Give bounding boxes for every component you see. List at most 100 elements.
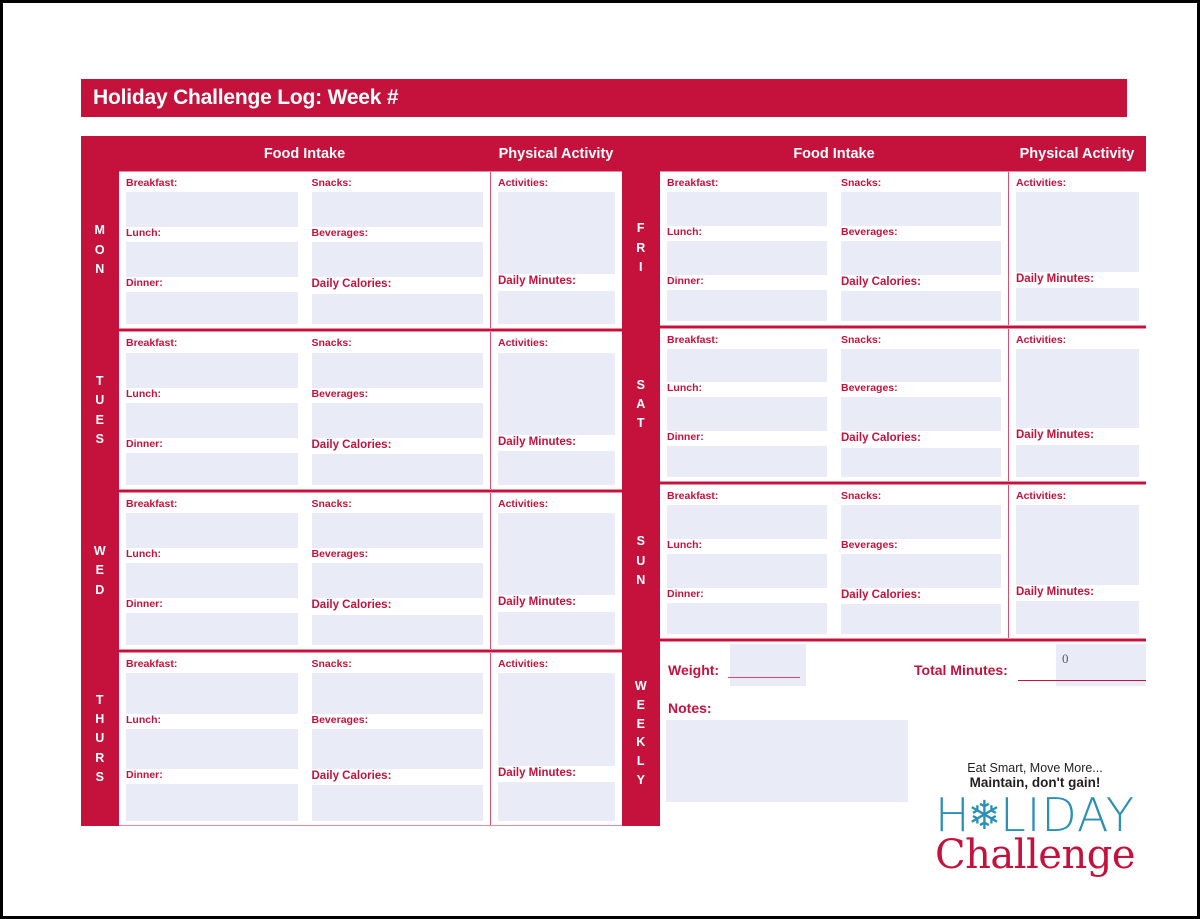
activities-input-sat[interactable] (1016, 348, 1139, 429)
daily-minutes-label: Daily Minutes: (1016, 429, 1094, 442)
breakfast-input-sat[interactable] (667, 348, 827, 383)
dinner-input-fri[interactable] (667, 289, 827, 321)
daily-calories-input-fri[interactable] (841, 290, 1001, 321)
snacks-input-mon[interactable] (311, 192, 483, 228)
breakfast-input-thurs[interactable] (126, 673, 298, 714)
lunch-input-fri[interactable] (667, 240, 827, 275)
beverages-input-wed[interactable] (311, 563, 483, 599)
activities-input-sun[interactable] (1016, 505, 1139, 585)
total-minutes-label: Total Minutes: (914, 661, 1008, 678)
beverages-input-sat[interactable] (841, 397, 1001, 432)
snacks-group-sat: Snacks: (841, 334, 1001, 383)
dinner-group-fri: Dinner: (667, 275, 827, 321)
day-letter: E (636, 716, 646, 731)
beverages-input-sun[interactable] (841, 553, 1001, 588)
daily-calories-input-sat[interactable] (841, 447, 1001, 478)
snacks-group-sun: Snacks: (841, 490, 1001, 539)
beverages-input-fri[interactable] (841, 240, 1001, 275)
daily-minutes-label: Daily Minutes: (1016, 585, 1094, 598)
daily-minutes-input-fri[interactable] (1016, 288, 1139, 321)
dinner-input-sun[interactable] (667, 602, 827, 634)
daily-calories-input-thurs[interactable] (311, 785, 483, 821)
daily-minutes-input-sat[interactable] (1016, 444, 1139, 478)
dinner-input-thurs[interactable] (126, 784, 298, 821)
daily-calories-input-mon[interactable] (311, 293, 483, 325)
lunch-input-mon[interactable] (126, 242, 298, 278)
breakfast-input-sun[interactable] (667, 505, 827, 539)
physical-activity-cell-wed: Activities: Daily Minutes: (490, 492, 622, 650)
beverages-group-fri: Beverages: (841, 226, 1001, 275)
lunch-label: Lunch: (126, 227, 161, 240)
daily-minutes-input-wed[interactable] (498, 611, 615, 646)
notes-input[interactable] (666, 719, 908, 802)
day-label-sun: S U N (622, 484, 660, 639)
day-label-thurs: T H U R S (81, 652, 119, 826)
activities-group-sun: Activities: (1016, 490, 1139, 585)
meals-subcolumn-fri: Breakfast: Lunch: Dinner: (660, 172, 834, 325)
activities-label: Activities: (1016, 333, 1067, 346)
beverages-input-tues[interactable] (311, 402, 483, 438)
daily-calories-label: Daily Calories: (311, 769, 392, 782)
day-letter: K (636, 735, 646, 750)
lunch-input-sun[interactable] (667, 553, 827, 588)
daily-minutes-input-mon[interactable] (498, 290, 615, 325)
weight-input[interactable] (730, 643, 806, 686)
daily-minutes-input-thurs[interactable] (498, 782, 615, 822)
snacks-input-wed[interactable] (311, 513, 483, 548)
day-row-tues: T U E S Breakfast: Lunch: (81, 331, 622, 491)
dinner-input-mon[interactable] (126, 292, 298, 325)
snacks-label: Snacks: (311, 658, 352, 671)
daily-calories-input-wed[interactable] (311, 614, 483, 646)
lunch-input-sat[interactable] (667, 397, 827, 432)
day-label-sat: S A T (622, 328, 660, 483)
activities-input-tues[interactable] (498, 352, 615, 435)
daily-calories-input-tues[interactable] (311, 454, 483, 485)
snacks-input-sat[interactable] (841, 348, 1001, 383)
beverages-input-mon[interactable] (311, 242, 483, 278)
meals-subcolumn-sun: Breakfast: Lunch: Dinner: (660, 485, 834, 638)
snacks-label: Snacks: (311, 497, 352, 510)
food-intake-cell-tues: Breakfast: Lunch: Dinner: (119, 332, 490, 488)
breakfast-input-wed[interactable] (126, 513, 298, 548)
logo-letters-liday: LIDAY (1000, 787, 1135, 842)
snacks-input-thurs[interactable] (311, 673, 483, 714)
logo-challenge-script: Challenge (934, 831, 1136, 878)
daily-minutes-label: Daily Minutes: (498, 596, 576, 609)
activities-input-mon[interactable] (498, 192, 615, 275)
activities-group-thurs: Activities: (498, 658, 615, 766)
daily-minutes-label: Daily Minutes: (498, 275, 576, 288)
dinner-group-thurs: Dinner: (126, 769, 298, 821)
beverages-input-thurs[interactable] (311, 728, 483, 769)
daily-minutes-input-tues[interactable] (498, 451, 615, 485)
total-minutes-input[interactable] (1056, 643, 1146, 686)
daily-minutes-input-sun[interactable] (1016, 601, 1139, 634)
activities-label: Activities: (498, 337, 549, 350)
extras-subcolumn-thurs: Snacks: Beverages: Daily Calories: (305, 653, 491, 825)
dinner-input-sat[interactable] (667, 446, 827, 478)
dinner-group-sat: Dinner: (667, 431, 827, 478)
snacks-input-sun[interactable] (841, 505, 1001, 539)
activities-input-thurs[interactable] (498, 673, 615, 766)
breakfast-input-mon[interactable] (126, 192, 298, 228)
lunch-label: Lunch: (667, 382, 702, 395)
dinner-input-wed[interactable] (126, 613, 298, 646)
snacks-input-tues[interactable] (311, 352, 483, 388)
lunch-input-thurs[interactable] (126, 728, 298, 769)
daily-minutes-label: Daily Minutes: (498, 766, 576, 779)
dinner-input-tues[interactable] (126, 452, 298, 485)
beverages-group-mon: Beverages: (311, 227, 483, 278)
lunch-input-wed[interactable] (126, 563, 298, 599)
snacks-input-fri[interactable] (841, 192, 1001, 226)
activities-label: Activities: (498, 497, 549, 510)
physical-activity-cell-fri: Activities: Daily Minutes: (1008, 172, 1146, 325)
activities-input-wed[interactable] (498, 513, 615, 596)
day-letter: T (636, 416, 646, 431)
breakfast-input-fri[interactable] (667, 192, 827, 226)
daily-calories-input-sun[interactable] (841, 604, 1001, 634)
beverages-label: Beverages: (311, 548, 369, 560)
activities-label: Activities: (1016, 490, 1067, 503)
lunch-input-tues[interactable] (126, 402, 298, 438)
activities-input-fri[interactable] (1016, 192, 1139, 272)
breakfast-input-tues[interactable] (126, 352, 298, 388)
